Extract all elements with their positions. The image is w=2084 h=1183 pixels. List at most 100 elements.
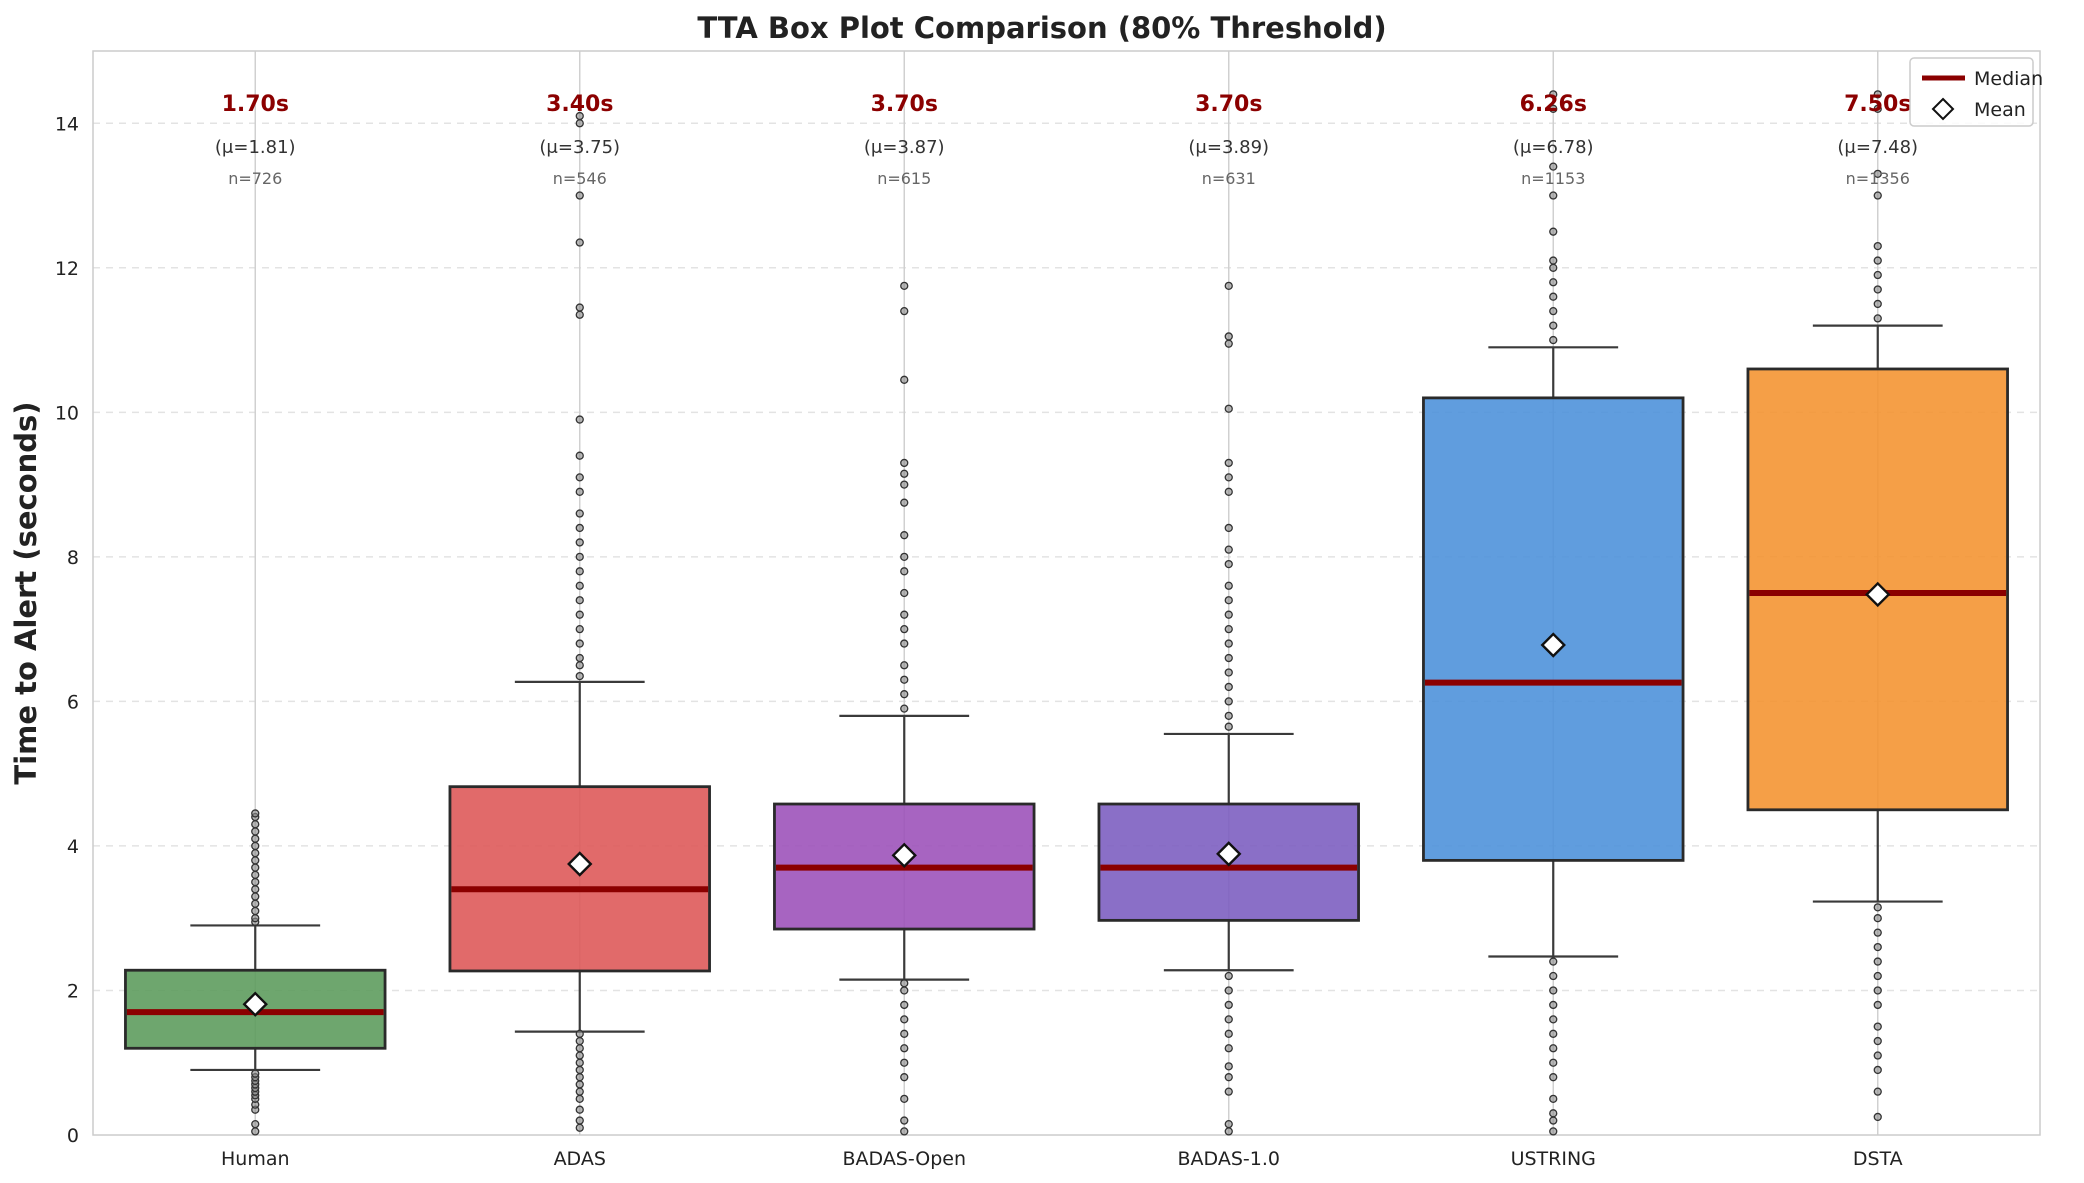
outlier-point	[575, 1036, 584, 1046]
outlier-point	[575, 624, 584, 634]
outlier-point	[1873, 1112, 1882, 1122]
outlier-point	[251, 863, 260, 872]
y-tick-label: 2	[67, 980, 79, 1002]
outlier-point	[251, 1120, 260, 1129]
outlier-point	[900, 661, 909, 670]
outlier-point	[1873, 1036, 1882, 1046]
median-annotation: 3.40s	[546, 92, 613, 117]
outlier-point	[1549, 335, 1558, 345]
outlier-point	[1549, 292, 1558, 301]
mean-marker	[1865, 581, 1891, 608]
outlier-point	[575, 1065, 584, 1075]
outlier-point	[251, 1069, 260, 1078]
outlier-point	[1873, 1022, 1882, 1031]
outlier-point	[1873, 942, 1882, 952]
outlier-point	[1224, 1062, 1233, 1071]
outlier-point	[1224, 610, 1233, 619]
outlier-point	[1224, 559, 1233, 569]
outlier-point	[1873, 971, 1882, 981]
outlier-point	[575, 451, 584, 460]
mean-annotation: (μ=6.78)	[1513, 137, 1594, 158]
outlier-point	[900, 1015, 909, 1024]
outlier-point	[1873, 90, 1882, 99]
outlier-point	[900, 458, 909, 468]
outlier-point	[1549, 263, 1558, 272]
legend-label-median: Median	[1974, 68, 2043, 90]
outlier-point	[1549, 1044, 1558, 1053]
mean-marker	[891, 842, 917, 869]
outlier-point	[575, 671, 584, 681]
outlier-point	[575, 473, 584, 482]
outlier-point	[1873, 285, 1882, 294]
count-annotation: n=1356	[1846, 169, 1910, 188]
outlier-point	[251, 809, 260, 818]
outlier-point	[1224, 711, 1233, 721]
outlier-point	[1873, 270, 1882, 280]
mean-marker	[242, 991, 268, 1017]
y-axis-ticks: 0 2 4 6 8 10 12 14	[55, 113, 79, 1147]
outlier-point	[575, 1094, 584, 1104]
outlier-point	[1224, 458, 1233, 468]
outlier-point	[900, 1029, 909, 1038]
mean-annotation: (μ=3.75)	[539, 137, 620, 158]
outlier-point	[1224, 1120, 1233, 1129]
box-badas-1.0	[1097, 281, 1360, 1136]
mean-marker	[1540, 632, 1566, 658]
x-tick-label-dsta: DSTA	[1853, 1148, 1903, 1170]
outlier-point	[251, 827, 260, 836]
outlier-point	[900, 307, 909, 316]
box-ustring	[1422, 90, 1685, 1136]
outlier-point	[900, 1044, 909, 1053]
legend: Median Mean	[1909, 57, 2043, 127]
box-dsta	[1746, 90, 2009, 1122]
outlier-point	[575, 238, 584, 247]
outlier-point	[575, 1073, 584, 1082]
y-tick-label: 4	[67, 836, 79, 858]
outlier-point	[575, 538, 584, 547]
outlier-point	[1549, 971, 1558, 981]
outlier-point	[575, 581, 584, 590]
outlier-point	[1873, 903, 1882, 912]
outlier-point	[575, 523, 584, 533]
outlier-point	[1549, 1058, 1558, 1067]
y-tick-label: 6	[67, 691, 79, 713]
count-annotation: n=631	[1202, 169, 1256, 188]
plot-frame	[92, 50, 2041, 1136]
outlier-point	[1224, 639, 1233, 648]
outlier-point	[1224, 281, 1233, 291]
outlier-point	[1224, 722, 1233, 731]
outlier-point	[900, 1058, 909, 1067]
mean-annotation: (μ=7.48)	[1837, 137, 1918, 158]
outlier-point	[1224, 1029, 1233, 1038]
outlier-point	[1873, 986, 1882, 995]
outlier-point	[1549, 321, 1558, 330]
outlier-point	[1873, 169, 1882, 179]
outlier-point	[1873, 256, 1882, 265]
outlier-point	[575, 610, 584, 619]
y-axis-label: Time to Alert (seconds)	[9, 401, 43, 784]
outlier-point	[575, 191, 584, 200]
outlier-point	[575, 509, 584, 518]
mean-marker	[1216, 841, 1242, 867]
outlier-point	[900, 690, 909, 699]
y-tick-label: 14	[55, 113, 79, 135]
iqr-box	[448, 785, 711, 973]
outlier-point	[1549, 1109, 1558, 1118]
y-tick-label: 0	[67, 1125, 79, 1147]
outlier-point	[1873, 957, 1882, 966]
outlier-point	[575, 552, 584, 562]
count-annotation: n=546	[553, 169, 607, 188]
y-tick-label: 8	[67, 547, 79, 569]
outlier-point	[575, 1080, 584, 1089]
outlier-point	[1873, 191, 1882, 200]
outlier-point	[900, 1073, 909, 1082]
legend-mean-swatch	[1931, 97, 1955, 121]
outlier-point	[1549, 90, 1558, 99]
outlier-point	[1224, 581, 1233, 590]
outlier-point	[575, 415, 584, 424]
outlier-point	[900, 498, 909, 507]
outlier-point	[251, 885, 260, 894]
count-annotation: n=615	[877, 169, 931, 188]
outlier-point	[1549, 227, 1558, 236]
outlier-point	[1224, 487, 1233, 496]
